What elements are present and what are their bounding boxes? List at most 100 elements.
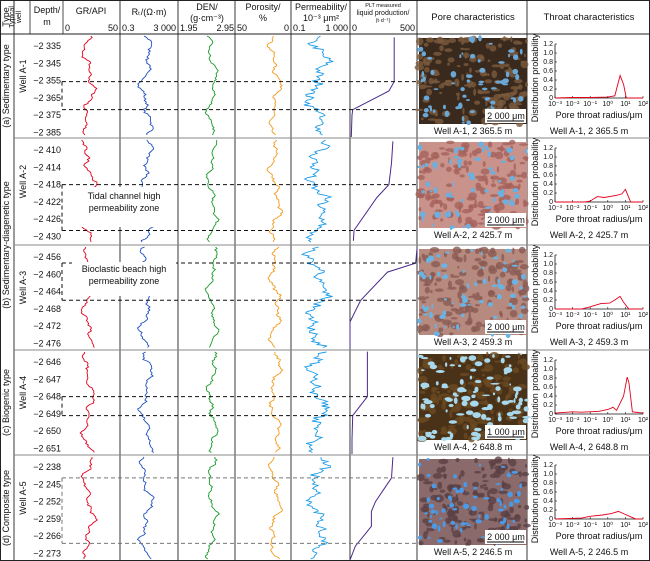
zone-annotation: Tidal channel high	[88, 191, 161, 201]
photo-grain	[519, 264, 529, 270]
section-4: (c) Biogenic type Well A-4 −2 646 −2 647 −2 …	[1, 349, 649, 454]
photo-pore-space	[511, 264, 519, 267]
photo-grain	[480, 168, 490, 175]
photo-pore-space	[510, 199, 514, 203]
throat-caption: Well A-4, 2 648.8 m	[550, 442, 628, 452]
photo-pore-space	[450, 521, 456, 525]
photo-grain	[423, 531, 428, 540]
photo-pore-space	[465, 410, 474, 415]
photo-pore-space	[497, 191, 504, 196]
photo-grain	[500, 144, 504, 153]
throat-y-tick-label: 0	[549, 306, 553, 313]
well-label: Well A-1	[18, 59, 28, 92]
photo-pore-space	[518, 401, 523, 406]
photo-grain	[464, 418, 475, 423]
photo-grain	[434, 118, 444, 125]
photo-grain	[440, 163, 445, 168]
photo-grain	[463, 537, 467, 542]
photo-grain	[426, 358, 433, 362]
photo-pore-space	[507, 399, 515, 403]
gr-scale-max: 50	[108, 23, 118, 33]
photo-grain	[440, 269, 447, 272]
photo-grain	[425, 523, 434, 527]
throat-y-tick-label: 0.2	[543, 190, 553, 197]
header-den: DEN/	[196, 2, 218, 12]
photo-grain	[463, 62, 469, 67]
photo-pore-space	[431, 429, 438, 435]
photo-grain	[438, 327, 444, 333]
photo-pore-space	[452, 507, 458, 511]
photo-grain	[418, 313, 423, 317]
photo-caption: Well A-3, 2 459.3 m	[434, 337, 512, 347]
photo-grain	[492, 180, 495, 183]
photo-grain	[511, 286, 515, 293]
photo-grain	[434, 288, 444, 292]
photo-pore-space	[500, 357, 505, 364]
throat-x-tick-label: 10⁻²	[566, 522, 580, 529]
photo-pore-space	[523, 295, 527, 298]
photo-grain	[516, 259, 524, 264]
den-log-curve	[205, 351, 219, 453]
por-log-curve	[267, 456, 283, 560]
photo-grain	[447, 57, 455, 63]
scale-bar-label: 1 000 μm	[487, 427, 525, 437]
photo-pore-space	[512, 188, 519, 193]
photo-grain	[422, 503, 431, 509]
throat-x-tick-label: 10⁻¹	[583, 417, 597, 424]
photo-pore-space	[459, 487, 464, 494]
photo-pore-space	[502, 83, 509, 86]
photo-pore-space	[471, 39, 474, 44]
photo-pore-space	[443, 104, 446, 110]
perm-log-curve	[303, 35, 335, 136]
photo-grain	[510, 36, 513, 43]
photo-pore-space	[444, 273, 448, 277]
photo-pore-space	[470, 249, 474, 252]
photo-pore-space	[481, 394, 491, 397]
photo-grain	[440, 426, 447, 433]
photo-pore-space	[508, 364, 512, 368]
photo-grain	[463, 160, 468, 166]
photo-grain	[425, 37, 434, 43]
throat-y-tick-label: 1.2	[543, 252, 553, 259]
throat-y-tick-label: 1.2	[543, 145, 553, 152]
photo-pore-space	[491, 284, 498, 288]
photo-pore-space	[450, 71, 457, 78]
photo-pore-space	[462, 269, 465, 274]
photo-pore-space	[462, 226, 466, 229]
photo-pore-space	[459, 54, 462, 59]
photo-caption: Well A-1, 2 365.5 m	[434, 126, 512, 136]
photo-pore-space	[424, 512, 429, 515]
photo-grain	[471, 326, 477, 333]
photo-pore-space	[495, 483, 502, 486]
photo-pore-space	[423, 95, 430, 101]
throat-x-tick-label: 10¹	[620, 522, 631, 529]
photo-pore-space	[506, 473, 512, 478]
throat-caption: Well A-1, 2 365.5 m	[550, 126, 628, 136]
photo-grain	[414, 108, 424, 112]
photo-pore-space	[453, 155, 460, 159]
throat-y-tick-label: 1.0	[543, 366, 553, 373]
photo-grain	[517, 352, 521, 360]
photo-pore-space	[445, 409, 448, 413]
photo-pore-space	[489, 171, 496, 175]
photo-pore-space	[509, 416, 518, 420]
photo-grain	[458, 39, 461, 42]
photo-grain	[497, 185, 506, 191]
throat-x-tick-label: 10⁰	[603, 204, 614, 212]
photo-pore-space	[499, 500, 502, 507]
photo-grain	[431, 261, 441, 268]
depth-tick-label: −2 456	[33, 252, 61, 262]
header-pore-characteristics: Pore characteristics	[431, 12, 515, 23]
photo-grain	[441, 319, 452, 326]
throat-x-tick-label: 10⁻²	[566, 417, 580, 424]
depth-tick-label: −2 365	[33, 93, 61, 103]
photo-pore-space	[466, 74, 473, 79]
photo-grain	[498, 99, 506, 106]
depth-tick-label: −2 414	[33, 162, 61, 172]
photo-grain	[512, 367, 520, 374]
photo-pore-space	[514, 193, 520, 199]
photo-pore-space	[473, 427, 482, 432]
plt-scale-min: 0	[352, 23, 357, 33]
photo-grain	[483, 483, 487, 487]
throat-y-tick-label: 0.4	[543, 393, 553, 400]
